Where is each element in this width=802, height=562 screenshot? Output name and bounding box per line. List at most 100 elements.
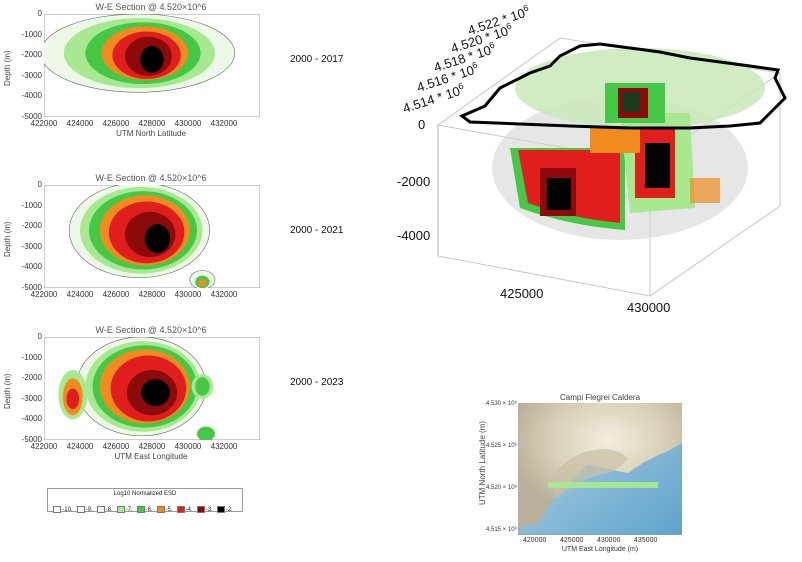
x-tick-label: 432000 [210,119,238,128]
legend-item: -4. [176,505,193,513]
section-line [548,482,658,488]
3d-depth-tick: 0 [418,117,426,132]
legend-swatch [216,505,225,513]
x-tick-label: 422000 [30,290,58,299]
section-title-1: W-E Section @ 4.520×10^6 [95,2,207,12]
section-ylabel: Depth (m) [3,49,12,86]
period-label: 2000 - 2021 [290,224,344,236]
y-tick-label: 0 [37,180,42,189]
legend-item: -8. [96,505,113,513]
3d-volume-view [437,37,787,297]
period-label: 2000 - 2023 [290,376,344,388]
color-legend: Log10 Normalized ESD -10. -9. -8. -7. -6. -5.… [47,488,243,513]
section-title-2: W-E Section @ 4.520×10^6 [95,173,207,183]
legend-swatch [53,505,62,513]
contour-level-6 [195,377,210,396]
map-y-tick: 4.520 × 10⁶ [486,485,517,491]
legend-swatch [96,505,105,513]
legend-title: Log10 Normalized ESD [113,491,177,497]
section-ylabel: Depth (m) [3,372,12,409]
3d-east-tick: 425000 [500,286,544,301]
legend-label: -7. [125,507,133,513]
3d-east-tick: 430000 [627,300,671,315]
legend-label: -5. [165,507,173,513]
y-tick-label: -4000 [21,414,42,424]
caldera-map [518,403,682,535]
section-ylabel: Depth (m) [3,220,12,257]
contour-level-2 [141,379,170,407]
legend-item: -6. [136,505,153,513]
y-tick-label: -3000 [21,393,42,403]
x-tick-label: 426000 [102,119,130,128]
map-xlabel: UTM East Longitude (m) [561,546,639,553]
legend-item: -9. [76,505,93,513]
contour-level-2 [140,45,164,73]
x-tick-label: 428000 [138,290,166,299]
period-label: 2000 - 2017 [290,53,344,65]
3d-esd-slices [510,83,720,230]
y-tick-label: -1000 [21,29,42,39]
map-y-tick: 4.515 × 10⁶ [486,527,517,533]
y-tick-label: -2000 [21,50,42,60]
y-tick-label: -5000 [21,112,42,121]
section-plot-1 [44,14,260,117]
x-tick-label: 432000 [210,442,238,451]
contour-level-5 [198,279,207,287]
map-ylabel: UTM North Latitude (m) [478,420,487,505]
legend-swatch [156,505,165,513]
y-tick-label: -3000 [21,70,42,80]
x-tick-label: 432000 [210,290,238,299]
contour-level-6 [197,426,215,440]
x-tick-label: 426000 [102,442,130,451]
y-tick-label: -2000 [21,373,42,383]
legend-item: -2. [216,505,233,513]
legend-label: -2. [225,507,233,513]
section-xlabel: UTM North Latitude [116,129,186,138]
x-tick-label: 424000 [66,290,94,299]
legend-label: -4. [185,507,193,513]
x-tick-label: 428000 [138,119,166,128]
map-y-tick: 4.525 × 10⁶ [486,443,517,449]
legend-item: -5. [156,505,173,513]
x-tick-label: 422000 [30,442,58,451]
x-tick-label: 430000 [174,442,202,451]
x-tick-label: 422000 [30,119,58,128]
contour-level-4 [66,388,80,410]
section-plot-3 [44,337,260,440]
legend-swatch [196,505,205,513]
3d-depth-tick: -4000 [397,228,431,243]
map-x-tick: 425000 [560,537,584,544]
section-plot-2 [44,185,260,288]
x-tick-label: 424000 [66,442,94,451]
map-y-tick: 4.530 × 10⁶ [486,401,517,407]
map-x-tick: 430000 [597,537,621,544]
legend-label: -3. [205,507,213,513]
y-tick-label: -3000 [21,241,42,251]
y-tick-label: -5000 [21,283,42,292]
legend-item: -10. [53,505,73,513]
contour-level-2 [144,224,170,253]
legend-swatch [136,505,145,513]
legend-swatch [176,505,185,513]
x-tick-label: 428000 [138,442,166,451]
map-x-tick: 435000 [634,537,658,544]
y-tick-label: -1000 [21,200,42,210]
map-title: Campi Flegrei Caldera [559,393,641,402]
section-xlabel: UTM East Longitude [114,452,188,461]
legend-label: -10. [62,507,73,513]
3d-depth-tick: -2000 [397,174,431,189]
x-tick-label: 426000 [102,290,130,299]
x-tick-label: 430000 [174,119,202,128]
y-tick-label: -4000 [21,91,42,101]
x-tick-label: 430000 [174,290,202,299]
legend-item: -3. [196,505,213,513]
x-tick-label: 424000 [66,119,94,128]
y-tick-label: -4000 [21,262,42,272]
y-tick-label: -5000 [21,435,42,444]
legend-item: -7. [116,505,133,513]
map-x-tick: 420000 [523,537,547,544]
legend-swatch [76,505,85,513]
legend-label: -8. [105,507,113,513]
coastline [459,42,787,130]
legend-label: -9. [85,507,93,513]
